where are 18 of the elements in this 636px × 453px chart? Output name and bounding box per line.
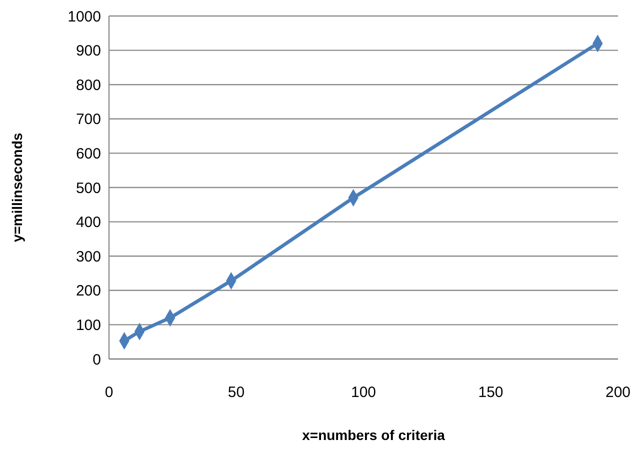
y-tick-label: 200 [76,282,101,300]
x-tick-label: 200 [605,384,631,401]
y-tick-label: 900 [76,42,101,60]
x-tick-label: 100 [350,384,376,401]
x-axis-title: x=numbers of criteria [302,427,446,443]
y-axis-title: y=millinseconds [9,132,25,242]
y-tick-label: 400 [76,214,101,232]
y-tick-label: 0 [92,351,101,368]
y-tick-label: 500 [76,180,101,197]
y-tick-label: 100 [76,316,101,334]
y-tick-label: 700 [76,111,101,128]
y-tick-label: 1000 [68,8,101,26]
y-tick-label: 800 [76,76,101,94]
y-tick-label: 600 [76,145,101,162]
x-tick-label: 0 [104,384,114,401]
x-tick-label: 50 [228,384,245,401]
x-tick-label: 150 [478,384,504,401]
y-tick-label: 300 [76,248,101,266]
